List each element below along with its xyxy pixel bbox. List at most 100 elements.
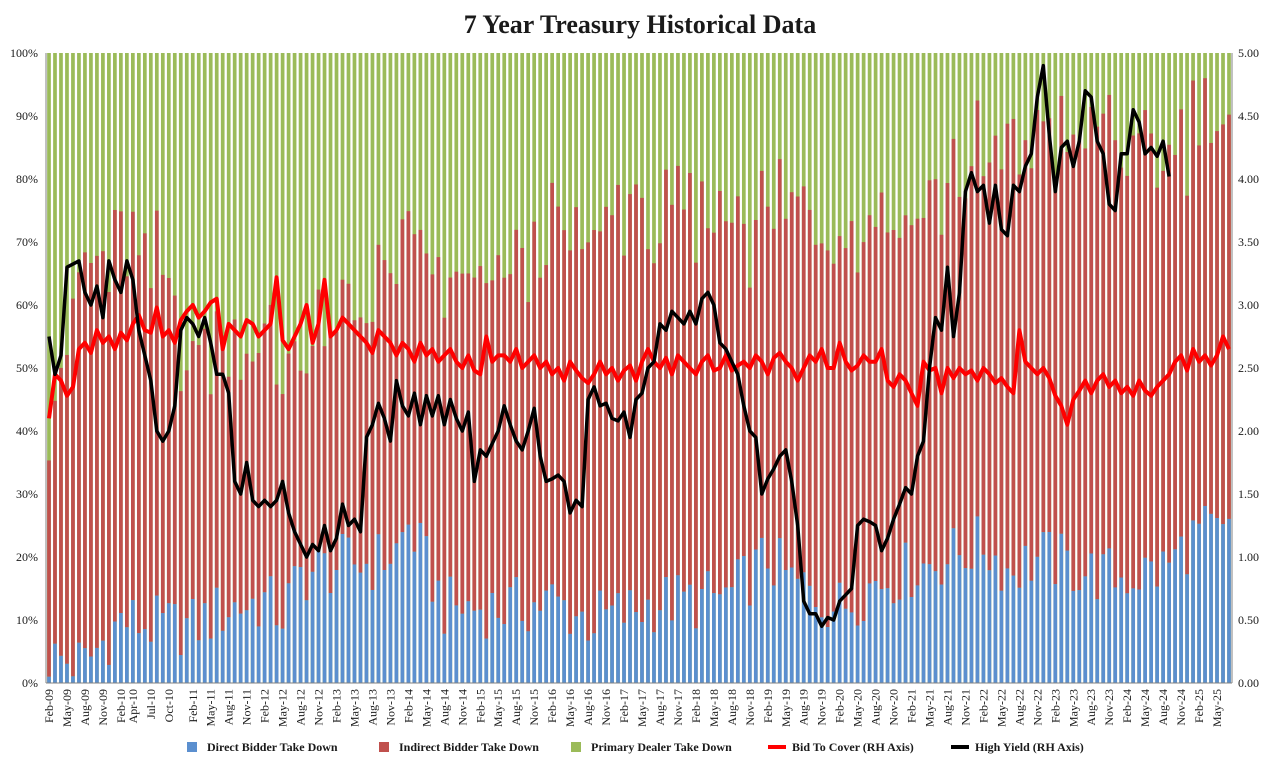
bar-direct-bidder: [1011, 575, 1016, 683]
bar-direct-bidder: [849, 612, 854, 683]
x-tick-label: May-13: [347, 689, 361, 727]
bar-direct-bidder: [801, 572, 806, 683]
bar-indirect-bidder: [184, 370, 189, 619]
bar-indirect-bidder: [262, 323, 267, 593]
bar-indirect-bidder: [166, 278, 171, 604]
x-tick-label: Nov-12: [312, 689, 326, 726]
x-tick-label: Aug-22: [1012, 689, 1026, 726]
x-tick-label: Feb-13: [330, 689, 344, 723]
bar-direct-bidder: [292, 566, 297, 683]
bar-direct-bidder: [556, 596, 560, 683]
bar-direct-bidder: [1041, 532, 1046, 683]
bar-primary-dealer: [47, 53, 51, 683]
bar-indirect-bidder: [729, 222, 734, 588]
left-tick-label: 20%: [16, 550, 38, 564]
bar-indirect-bidder: [478, 266, 483, 610]
x-tick-label: Feb-14: [401, 689, 415, 723]
bar-indirect-bidder: [1113, 140, 1118, 588]
x-tick-label: Oct-10: [162, 689, 176, 722]
bar-direct-bidder: [65, 663, 69, 683]
bar-direct-bidder: [59, 655, 63, 683]
bar-direct-bidder: [981, 554, 986, 683]
bar-indirect-bidder: [346, 283, 351, 538]
bar-direct-bidder: [694, 628, 698, 683]
bar-indirect-bidder: [208, 394, 213, 639]
bar-direct-bidder: [454, 605, 459, 683]
x-tick-label: May-25: [1210, 689, 1224, 727]
bar-indirect-bidder: [723, 221, 728, 588]
bar-direct-bidder: [891, 603, 896, 683]
bar-direct-bidder: [166, 603, 171, 683]
x-tick-label: Nov-15: [527, 689, 541, 726]
bar-direct-bidder: [831, 611, 836, 683]
x-tick-label: Aug-18: [725, 689, 739, 726]
bar-direct-bidder: [262, 592, 267, 683]
bar-direct-bidder: [634, 612, 638, 683]
bar-indirect-bidder: [759, 170, 764, 538]
bar-indirect-bidder: [101, 251, 105, 641]
bar-direct-bidder: [741, 556, 746, 683]
bar-direct-bidder: [466, 601, 471, 683]
bar-direct-bidder: [1221, 524, 1225, 683]
bar-direct-bidder: [550, 584, 555, 683]
bar-indirect-bidder: [358, 317, 363, 573]
left-tick-label: 40%: [16, 424, 38, 438]
bar-indirect-bidder: [556, 206, 560, 597]
bar-indirect-bidder: [322, 346, 327, 554]
bar-direct-bidder: [729, 587, 734, 683]
x-tick-label: Aug-20: [869, 689, 883, 726]
bar-indirect-bidder: [526, 302, 531, 632]
bar-direct-bidder: [520, 620, 525, 683]
bar-direct-bidder: [1131, 588, 1136, 683]
bar-direct-bidder: [604, 609, 608, 683]
bar-direct-bidder: [394, 543, 399, 683]
legend-label: Bid To Cover (RH Axis): [792, 740, 914, 754]
bar-direct-bidder: [340, 533, 345, 683]
bar-indirect-bidder: [502, 277, 507, 625]
bar-indirect-bidder: [1149, 133, 1153, 562]
x-tick-label: Nov-19: [815, 689, 829, 726]
bar-indirect-bidder: [202, 328, 207, 604]
bar-direct-bidder: [496, 617, 501, 683]
bar-direct-bidder: [664, 577, 668, 683]
bar-indirect-bidder: [568, 250, 572, 634]
bar-direct-bidder: [616, 593, 620, 683]
bar-primary-dealer: [274, 53, 279, 683]
bar-direct-bidder: [280, 628, 285, 683]
bar-indirect-bidder: [71, 298, 75, 677]
bar-direct-bidder: [136, 633, 141, 683]
bar-indirect-bidder: [1203, 78, 1207, 506]
bar-indirect-bidder: [1095, 126, 1100, 600]
legend: Direct Bidder Take Down Indirect Bidder T…: [187, 740, 1084, 754]
bar-direct-bidder: [568, 633, 572, 683]
bar-direct-bidder: [1119, 577, 1124, 683]
bar-indirect-bidder: [466, 273, 471, 602]
bar-direct-bidder: [843, 608, 848, 683]
bar-direct-bidder: [268, 576, 273, 683]
bar-indirect-bidder: [316, 289, 321, 551]
x-tick-label: May-09: [60, 689, 74, 727]
bar-direct-bidder: [514, 577, 519, 683]
bar-direct-bidder: [400, 532, 405, 683]
right-tick-label: 4.50: [1238, 109, 1259, 123]
bar-indirect-bidder: [969, 166, 974, 569]
bar-direct-bidder: [1047, 531, 1052, 683]
bar-direct-bidder: [89, 656, 93, 683]
bar-direct-bidder: [113, 621, 117, 683]
bar-direct-bidder: [783, 570, 788, 683]
bar-primary-dealer: [238, 53, 243, 683]
bar-direct-bidder: [53, 643, 57, 683]
bar-indirect-bidder: [130, 211, 135, 601]
left-tick-label: 80%: [16, 172, 38, 186]
bar-indirect-bidder: [400, 219, 405, 533]
bar-indirect-bidder: [1041, 121, 1046, 533]
bar-indirect-bidder: [113, 209, 117, 622]
bar-indirect-bidder: [891, 230, 896, 604]
bar-direct-bidder: [1227, 518, 1231, 683]
bar-direct-bidder: [777, 538, 782, 683]
bar-direct-bidder: [244, 610, 249, 683]
bar-direct-bidder: [1209, 513, 1213, 683]
bar-indirect-bidder: [544, 265, 549, 591]
bar-direct-bidder: [921, 563, 926, 683]
